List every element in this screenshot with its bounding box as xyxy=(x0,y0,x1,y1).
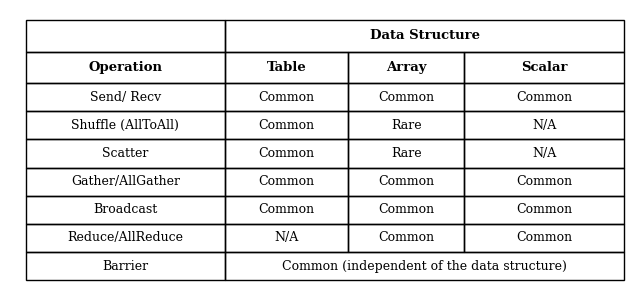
Bar xyxy=(465,52,624,83)
Bar xyxy=(26,196,225,224)
Bar xyxy=(225,20,624,52)
Text: Rare: Rare xyxy=(391,147,422,160)
Bar xyxy=(26,20,225,52)
Text: Scalar: Scalar xyxy=(521,61,568,74)
Text: Array: Array xyxy=(386,61,426,74)
Text: Table: Table xyxy=(267,61,307,74)
Bar xyxy=(225,139,348,168)
Bar xyxy=(348,111,465,139)
Bar xyxy=(348,83,465,111)
Bar xyxy=(348,224,465,252)
Bar xyxy=(225,83,348,111)
Text: Common: Common xyxy=(516,175,572,188)
Bar xyxy=(465,111,624,139)
Bar xyxy=(465,196,624,224)
Text: Common: Common xyxy=(516,203,572,216)
Text: N/A: N/A xyxy=(532,147,556,160)
Text: Common: Common xyxy=(378,175,435,188)
Bar xyxy=(26,224,225,252)
Text: Common: Common xyxy=(259,147,315,160)
Text: Common: Common xyxy=(259,203,315,216)
Text: N/A: N/A xyxy=(275,231,299,245)
Bar xyxy=(26,52,225,83)
Bar xyxy=(225,224,348,252)
Bar xyxy=(465,83,624,111)
Text: Common: Common xyxy=(259,175,315,188)
Bar xyxy=(465,139,624,168)
Bar xyxy=(348,196,465,224)
Text: N/A: N/A xyxy=(532,119,556,132)
Text: Common: Common xyxy=(516,91,572,104)
Text: Gather/AllGather: Gather/AllGather xyxy=(71,175,180,188)
Bar xyxy=(348,52,465,83)
Bar xyxy=(465,224,624,252)
Text: Shuffle (AllToAll): Shuffle (AllToAll) xyxy=(72,119,179,132)
Bar xyxy=(26,252,225,280)
Text: Common: Common xyxy=(259,91,315,104)
Text: Scatter: Scatter xyxy=(102,147,148,160)
Text: Common: Common xyxy=(378,91,435,104)
Bar xyxy=(26,168,225,196)
Bar xyxy=(465,168,624,196)
Bar xyxy=(26,139,225,168)
Bar xyxy=(225,168,348,196)
Bar xyxy=(26,111,225,139)
Bar xyxy=(348,139,465,168)
Text: Common: Common xyxy=(378,231,435,245)
Text: Send/ Recv: Send/ Recv xyxy=(90,91,161,104)
Bar xyxy=(225,52,348,83)
Text: Barrier: Barrier xyxy=(102,259,148,273)
Bar xyxy=(225,196,348,224)
Text: Operation: Operation xyxy=(88,61,163,74)
Text: Broadcast: Broadcast xyxy=(93,203,157,216)
Text: Common (independent of the data structure): Common (independent of the data structur… xyxy=(282,259,567,273)
Text: Common: Common xyxy=(378,203,435,216)
Bar xyxy=(225,252,624,280)
Text: Reduce/AllReduce: Reduce/AllReduce xyxy=(67,231,183,245)
Text: Data Structure: Data Structure xyxy=(369,29,479,42)
Bar xyxy=(225,111,348,139)
Text: Rare: Rare xyxy=(391,119,422,132)
Bar xyxy=(348,168,465,196)
Bar xyxy=(26,83,225,111)
Text: Common: Common xyxy=(259,119,315,132)
Text: Common: Common xyxy=(516,231,572,245)
